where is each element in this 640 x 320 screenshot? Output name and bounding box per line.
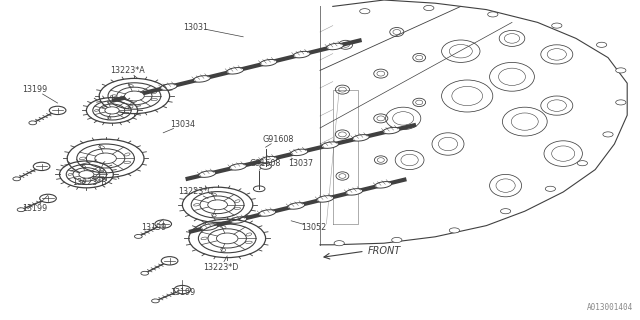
Circle shape — [488, 12, 498, 17]
Ellipse shape — [160, 84, 177, 90]
Circle shape — [125, 91, 144, 101]
Text: 13037: 13037 — [288, 159, 314, 168]
Ellipse shape — [193, 76, 211, 82]
Ellipse shape — [326, 43, 344, 50]
Circle shape — [577, 161, 588, 166]
Ellipse shape — [260, 60, 277, 66]
Circle shape — [552, 23, 562, 28]
Circle shape — [545, 186, 556, 191]
Text: 13199: 13199 — [141, 223, 166, 232]
Circle shape — [33, 162, 50, 171]
Circle shape — [141, 271, 148, 275]
Text: 13199: 13199 — [22, 85, 48, 94]
Circle shape — [616, 68, 626, 73]
Text: G91608: G91608 — [262, 135, 294, 144]
Text: 13223*B: 13223*B — [72, 178, 107, 187]
Circle shape — [174, 285, 191, 294]
Text: 13223*C: 13223*C — [178, 188, 212, 196]
Ellipse shape — [346, 188, 363, 195]
Ellipse shape — [260, 156, 277, 163]
Circle shape — [161, 257, 178, 265]
Circle shape — [596, 42, 607, 47]
Circle shape — [17, 208, 25, 212]
Circle shape — [392, 237, 402, 243]
Ellipse shape — [293, 51, 310, 58]
Circle shape — [95, 153, 116, 164]
Circle shape — [424, 5, 434, 11]
Text: 13223*D: 13223*D — [203, 263, 239, 272]
Text: 13034: 13034 — [170, 120, 195, 129]
Text: 13031: 13031 — [182, 23, 208, 32]
Ellipse shape — [201, 224, 218, 230]
Circle shape — [13, 177, 20, 181]
Ellipse shape — [198, 171, 216, 177]
Ellipse shape — [317, 196, 333, 202]
Ellipse shape — [375, 181, 392, 188]
Circle shape — [155, 220, 172, 228]
Circle shape — [134, 235, 142, 238]
Text: 13052: 13052 — [301, 223, 326, 232]
Circle shape — [79, 171, 94, 178]
Ellipse shape — [229, 164, 246, 170]
Ellipse shape — [127, 92, 144, 98]
Circle shape — [603, 132, 613, 137]
Text: A013001404: A013001404 — [588, 303, 634, 312]
Text: 13199: 13199 — [170, 288, 195, 297]
Circle shape — [49, 106, 66, 115]
Circle shape — [29, 121, 36, 125]
Ellipse shape — [259, 210, 276, 216]
Ellipse shape — [321, 142, 339, 148]
Ellipse shape — [291, 149, 308, 156]
Circle shape — [40, 194, 56, 203]
Circle shape — [216, 233, 238, 244]
Circle shape — [208, 200, 227, 210]
Ellipse shape — [227, 68, 244, 74]
Ellipse shape — [383, 127, 400, 134]
Ellipse shape — [288, 203, 305, 209]
Circle shape — [105, 107, 119, 114]
Circle shape — [500, 209, 511, 214]
Ellipse shape — [230, 217, 246, 223]
Text: G91608: G91608 — [250, 159, 282, 168]
Circle shape — [152, 299, 159, 303]
Text: FRONT: FRONT — [368, 246, 401, 256]
Text: 13199: 13199 — [22, 204, 48, 212]
Circle shape — [449, 228, 460, 233]
Circle shape — [334, 241, 344, 246]
Circle shape — [616, 100, 626, 105]
Circle shape — [360, 9, 370, 14]
Ellipse shape — [352, 135, 369, 141]
Text: 13223*A: 13223*A — [111, 66, 145, 75]
